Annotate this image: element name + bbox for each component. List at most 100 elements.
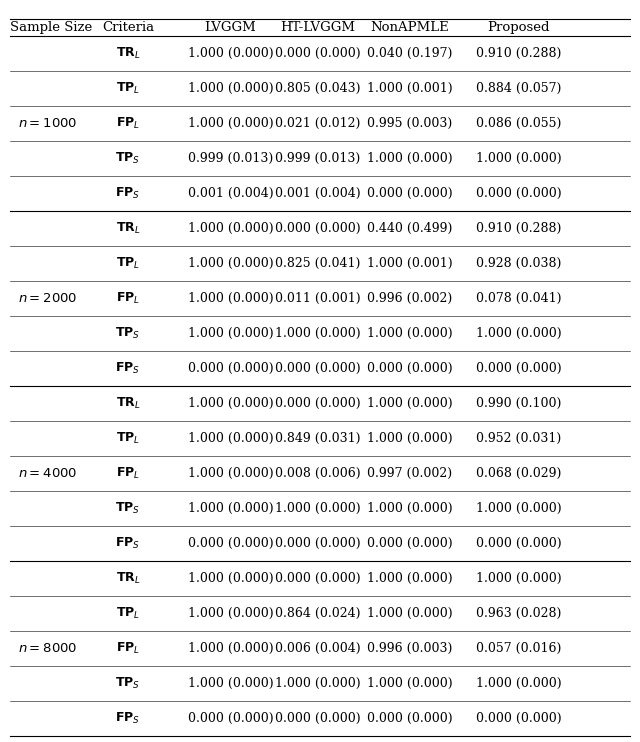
Text: 0.000 (0.000): 0.000 (0.000): [476, 362, 561, 375]
Text: 0.000 (0.000): 0.000 (0.000): [275, 712, 361, 725]
Text: 1.000 (0.000): 1.000 (0.000): [188, 642, 273, 655]
Text: 0.000 (0.000): 0.000 (0.000): [476, 187, 561, 200]
Text: 0.001 (0.004): 0.001 (0.004): [188, 187, 273, 200]
Text: 0.000 (0.000): 0.000 (0.000): [476, 712, 561, 725]
Text: $n = 8000$: $n = 8000$: [19, 642, 77, 655]
Text: $\mathbf{FP}_{\mathit{S}}$: $\mathbf{FP}_{\mathit{S}}$: [115, 536, 141, 551]
Text: $\mathbf{TR}_{\mathit{L}}$: $\mathbf{TR}_{\mathit{L}}$: [116, 220, 140, 236]
Text: 1.000 (0.000): 1.000 (0.000): [476, 502, 561, 515]
Text: Proposed: Proposed: [487, 21, 550, 33]
Text: 0.000 (0.000): 0.000 (0.000): [275, 222, 361, 234]
Text: 0.910 (0.288): 0.910 (0.288): [476, 222, 561, 234]
Text: Sample Size: Sample Size: [10, 21, 92, 33]
Text: $\mathbf{TR}_{\mathit{L}}$: $\mathbf{TR}_{\mathit{L}}$: [116, 45, 140, 61]
Text: 1.000 (0.000): 1.000 (0.000): [367, 607, 452, 620]
Text: $\mathbf{FP}_{\mathit{S}}$: $\mathbf{FP}_{\mathit{S}}$: [115, 186, 141, 201]
Text: 0.990 (0.100): 0.990 (0.100): [476, 397, 561, 410]
Text: 0.001 (0.004): 0.001 (0.004): [275, 187, 361, 200]
Text: $\mathbf{TP}_{\mathit{L}}$: $\mathbf{TP}_{\mathit{L}}$: [116, 256, 140, 271]
Text: Criteria: Criteria: [102, 21, 154, 33]
Text: 1.000 (0.000): 1.000 (0.000): [188, 47, 273, 59]
Text: 0.000 (0.000): 0.000 (0.000): [275, 397, 361, 410]
Text: 1.000 (0.000): 1.000 (0.000): [275, 677, 361, 690]
Text: 0.825 (0.041): 0.825 (0.041): [275, 257, 361, 270]
Text: 1.000 (0.000): 1.000 (0.000): [188, 607, 273, 620]
Text: $\mathbf{TP}_{\mathit{S}}$: $\mathbf{TP}_{\mathit{S}}$: [115, 501, 141, 516]
Text: $\mathbf{FP}_{\mathit{S}}$: $\mathbf{FP}_{\mathit{S}}$: [115, 361, 141, 376]
Text: $\mathbf{FP}_{\mathit{L}}$: $\mathbf{FP}_{\mathit{L}}$: [116, 116, 140, 131]
Text: 1.000 (0.000): 1.000 (0.000): [275, 502, 361, 515]
Text: 0.086 (0.055): 0.086 (0.055): [476, 116, 561, 130]
Text: 1.000 (0.001): 1.000 (0.001): [367, 82, 452, 95]
Text: 1.000 (0.000): 1.000 (0.000): [476, 677, 561, 690]
Text: 1.000 (0.000): 1.000 (0.000): [188, 257, 273, 270]
Text: 0.040 (0.197): 0.040 (0.197): [367, 47, 452, 59]
Text: $\mathbf{FP}_{\mathit{S}}$: $\mathbf{FP}_{\mathit{S}}$: [115, 711, 141, 726]
Text: 0.995 (0.003): 0.995 (0.003): [367, 116, 452, 130]
Text: $\mathbf{TR}_{\mathit{L}}$: $\mathbf{TR}_{\mathit{L}}$: [116, 395, 140, 411]
Text: $n = 1000$: $n = 1000$: [19, 116, 77, 130]
Text: 1.000 (0.000): 1.000 (0.000): [188, 502, 273, 515]
Text: 1.000 (0.000): 1.000 (0.000): [476, 572, 561, 585]
Text: 1.000 (0.000): 1.000 (0.000): [188, 292, 273, 305]
Text: 0.011 (0.001): 0.011 (0.001): [275, 292, 361, 305]
Text: 1.000 (0.000): 1.000 (0.000): [188, 116, 273, 130]
Text: $n = 4000$: $n = 4000$: [19, 467, 77, 480]
Text: 0.000 (0.000): 0.000 (0.000): [275, 47, 361, 59]
Text: 0.000 (0.000): 0.000 (0.000): [188, 537, 273, 550]
Text: 0.996 (0.003): 0.996 (0.003): [367, 642, 452, 655]
Text: 0.952 (0.031): 0.952 (0.031): [476, 432, 561, 445]
Text: $\mathbf{FP}_{\mathit{L}}$: $\mathbf{FP}_{\mathit{L}}$: [116, 641, 140, 656]
Text: $\mathbf{TP}_{\mathit{S}}$: $\mathbf{TP}_{\mathit{S}}$: [115, 326, 141, 341]
Text: 0.910 (0.288): 0.910 (0.288): [476, 47, 561, 59]
Text: 0.997 (0.002): 0.997 (0.002): [367, 467, 452, 480]
Text: $n = 2000$: $n = 2000$: [19, 292, 77, 305]
Text: 0.000 (0.000): 0.000 (0.000): [188, 712, 273, 725]
Text: 0.999 (0.013): 0.999 (0.013): [188, 151, 273, 165]
Text: $\mathbf{TP}_{\mathit{S}}$: $\mathbf{TP}_{\mathit{S}}$: [115, 676, 141, 691]
Text: 1.000 (0.000): 1.000 (0.000): [188, 432, 273, 445]
Text: $\mathbf{TP}_{\mathit{L}}$: $\mathbf{TP}_{\mathit{L}}$: [116, 431, 140, 446]
Text: 1.000 (0.000): 1.000 (0.000): [367, 397, 452, 410]
Text: 1.000 (0.001): 1.000 (0.001): [367, 257, 452, 270]
Text: 0.006 (0.004): 0.006 (0.004): [275, 642, 361, 655]
Text: 1.000 (0.000): 1.000 (0.000): [367, 151, 452, 165]
Text: 0.000 (0.000): 0.000 (0.000): [188, 362, 273, 375]
Text: 0.849 (0.031): 0.849 (0.031): [275, 432, 361, 445]
Text: 1.000 (0.000): 1.000 (0.000): [188, 572, 273, 585]
Text: 1.000 (0.000): 1.000 (0.000): [367, 326, 452, 340]
Text: 0.884 (0.057): 0.884 (0.057): [476, 82, 561, 95]
Text: 1.000 (0.000): 1.000 (0.000): [367, 432, 452, 445]
Text: 1.000 (0.000): 1.000 (0.000): [188, 467, 273, 480]
Text: 0.440 (0.499): 0.440 (0.499): [367, 222, 452, 234]
Text: 1.000 (0.000): 1.000 (0.000): [275, 326, 361, 340]
Text: 0.928 (0.038): 0.928 (0.038): [476, 257, 561, 270]
Text: 0.000 (0.000): 0.000 (0.000): [367, 712, 452, 725]
Text: 1.000 (0.000): 1.000 (0.000): [188, 677, 273, 690]
Text: 1.000 (0.000): 1.000 (0.000): [188, 82, 273, 95]
Text: $\mathbf{TP}_{\mathit{L}}$: $\mathbf{TP}_{\mathit{L}}$: [116, 606, 140, 621]
Text: LVGGM: LVGGM: [205, 21, 256, 33]
Text: 0.057 (0.016): 0.057 (0.016): [476, 642, 561, 655]
Text: $\mathbf{TR}_{\mathit{L}}$: $\mathbf{TR}_{\mathit{L}}$: [116, 571, 140, 586]
Text: HT-LVGGM: HT-LVGGM: [280, 21, 356, 33]
Text: 1.000 (0.000): 1.000 (0.000): [367, 502, 452, 515]
Text: 1.000 (0.000): 1.000 (0.000): [188, 397, 273, 410]
Text: $\mathbf{FP}_{\mathit{L}}$: $\mathbf{FP}_{\mathit{L}}$: [116, 466, 140, 481]
Text: 0.078 (0.041): 0.078 (0.041): [476, 292, 561, 305]
Text: 0.000 (0.000): 0.000 (0.000): [367, 537, 452, 550]
Text: 0.805 (0.043): 0.805 (0.043): [275, 82, 361, 95]
Text: 0.999 (0.013): 0.999 (0.013): [275, 151, 361, 165]
Text: 1.000 (0.000): 1.000 (0.000): [188, 222, 273, 234]
Text: NonAPMLE: NonAPMLE: [370, 21, 449, 33]
Text: 1.000 (0.000): 1.000 (0.000): [367, 677, 452, 690]
Text: $\mathbf{FP}_{\mathit{L}}$: $\mathbf{FP}_{\mathit{L}}$: [116, 291, 140, 306]
Text: 0.996 (0.002): 0.996 (0.002): [367, 292, 452, 305]
Text: 0.000 (0.000): 0.000 (0.000): [476, 537, 561, 550]
Text: 0.000 (0.000): 0.000 (0.000): [275, 572, 361, 585]
Text: 0.000 (0.000): 0.000 (0.000): [367, 187, 452, 200]
Text: 1.000 (0.000): 1.000 (0.000): [367, 572, 452, 585]
Text: 1.000 (0.000): 1.000 (0.000): [476, 326, 561, 340]
Text: 0.963 (0.028): 0.963 (0.028): [476, 607, 561, 620]
Text: 0.000 (0.000): 0.000 (0.000): [367, 362, 452, 375]
